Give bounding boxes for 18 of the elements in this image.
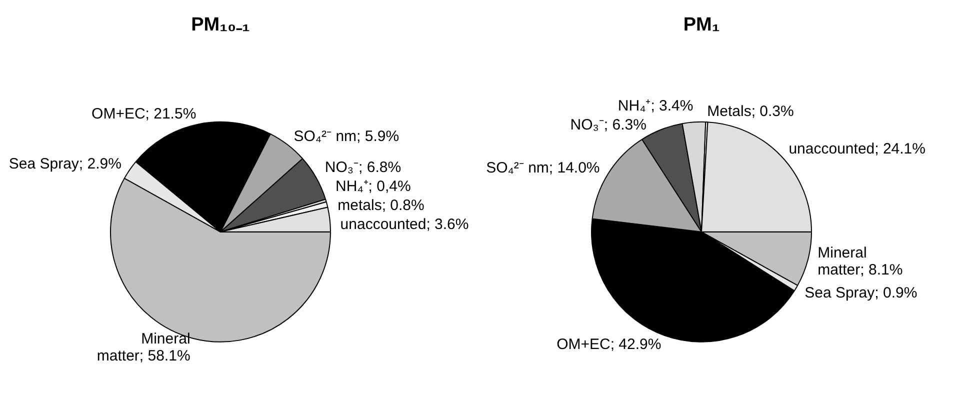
slice-label: SO₄²⁻ nm; 5.9% — [294, 128, 400, 145]
slice-label: NH₄⁺; 3.4% — [618, 97, 694, 114]
slice-label: Sea Spray; 2.9% — [8, 155, 122, 172]
slice-label: unaccounted; 24.1% — [788, 140, 926, 158]
slice-label: NO₃⁻; 6.3% — [570, 116, 646, 134]
slice-label: OM+EC; 42.9% — [556, 336, 662, 354]
slice-label: Mineral matter; 8.1% — [818, 244, 903, 279]
chart-title: PM₁₀₋₁ — [191, 14, 250, 36]
slice-label: OM+EC; 21.5% — [92, 106, 196, 123]
slice-label: NH₄⁺; 0,4% — [336, 178, 411, 196]
slice-label: Sea Spray; 0.9% — [804, 284, 918, 302]
chart-title: PM₁ — [683, 14, 720, 36]
slice-label: Mineral matter; 58.1% — [96, 330, 190, 365]
slice-label: unaccounted; 3.6% — [340, 216, 469, 234]
slice-label: Metals; 0.3% — [707, 103, 794, 120]
slice-label: SO₄²⁻ nm; 14.0% — [486, 159, 600, 176]
slice-label: NO₃⁻; 6.8% — [324, 159, 402, 176]
slice-label: metals; 0.8% — [338, 197, 424, 214]
